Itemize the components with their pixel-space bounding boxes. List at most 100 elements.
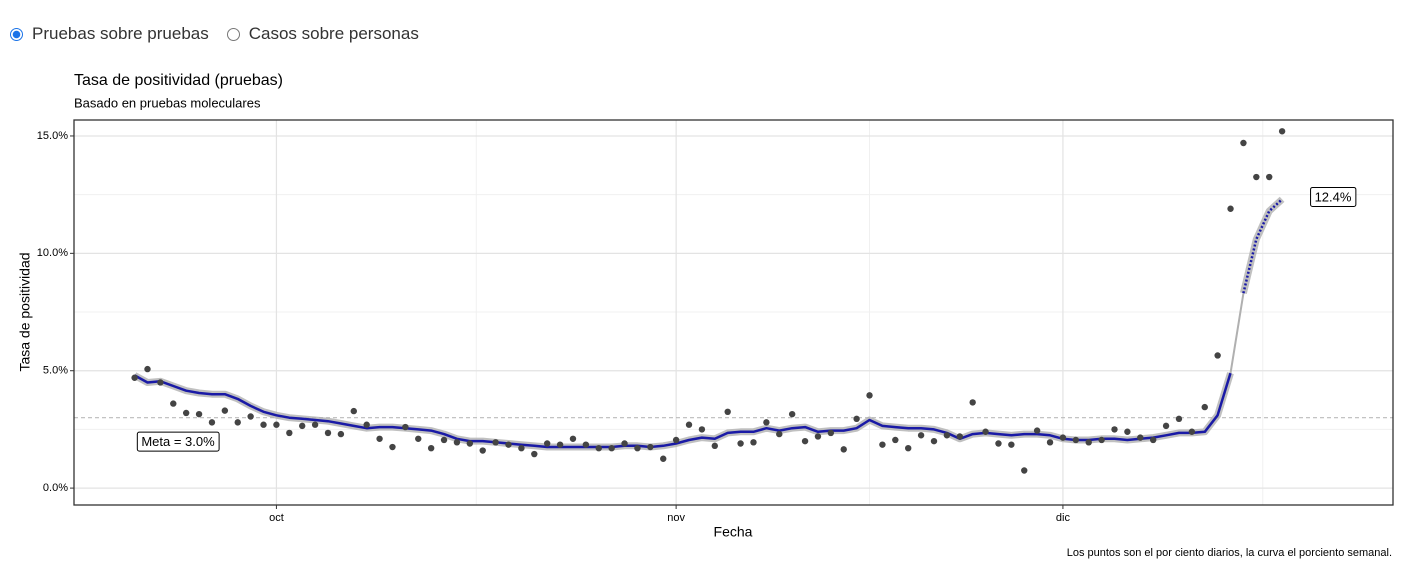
data-point — [1162, 422, 1170, 430]
data-point — [556, 441, 564, 448]
data-point — [221, 407, 229, 414]
data-point — [814, 433, 822, 440]
data-point — [170, 400, 177, 407]
data-point — [182, 409, 190, 417]
trend-line — [133, 372, 1232, 449]
data-point — [234, 419, 241, 426]
data-point — [1111, 426, 1118, 433]
data-point — [286, 429, 293, 437]
data-point — [905, 444, 912, 452]
trend-band — [132, 372, 1234, 451]
data-point — [1085, 439, 1092, 446]
goal-label-box — [136, 431, 220, 452]
data-point — [698, 426, 706, 433]
x-axis-label: Fecha — [714, 524, 753, 540]
data-point — [853, 415, 860, 423]
data-point — [930, 437, 938, 445]
data-point — [737, 440, 744, 447]
plot-border — [73, 119, 1394, 506]
data-point — [389, 443, 396, 451]
data-point — [1227, 205, 1234, 212]
data-point — [337, 430, 345, 438]
data-point — [1137, 434, 1144, 441]
data-point — [376, 435, 383, 442]
radio-option[interactable]: Pruebas sobre pruebas — [10, 24, 209, 44]
data-point — [866, 392, 873, 399]
data-point — [1214, 352, 1221, 359]
data-point — [750, 439, 757, 446]
data-point — [1149, 436, 1157, 444]
data-point — [840, 446, 847, 453]
y-tick-label: 0.0% — [43, 482, 68, 494]
data-point — [350, 407, 357, 415]
radio-button[interactable] — [226, 27, 240, 41]
data-point — [299, 422, 306, 430]
data-point — [1253, 173, 1260, 181]
radio-label[interactable]: Casos sobre personas — [248, 24, 419, 43]
data-point — [1046, 439, 1054, 446]
data-point — [195, 410, 203, 418]
data-point — [1175, 415, 1183, 423]
x-tick-label: dic — [1056, 512, 1071, 524]
data-point — [208, 419, 216, 426]
data-point — [1124, 428, 1131, 435]
data-point — [531, 450, 538, 458]
data-point — [427, 444, 435, 452]
data-point — [260, 421, 267, 428]
data-point — [595, 444, 602, 452]
data-point — [402, 423, 409, 431]
data-point — [1188, 428, 1196, 435]
data-point — [492, 439, 499, 446]
y-tick-label: 5.0% — [43, 365, 68, 377]
data-point — [827, 429, 835, 437]
x-tick-label: oct — [269, 512, 284, 524]
data-point — [763, 419, 770, 426]
data-point — [711, 442, 719, 450]
data-point — [879, 441, 886, 448]
data-point — [724, 408, 731, 416]
data-point — [131, 374, 138, 381]
data-point — [917, 432, 925, 439]
end-label-box — [1310, 186, 1357, 207]
data-point — [776, 430, 783, 438]
x-tick-label: nov — [667, 512, 685, 524]
data-point — [1278, 128, 1286, 135]
y-axis-label: Tasa de positividad — [17, 252, 33, 371]
data-point — [440, 436, 448, 444]
data-point — [1033, 427, 1041, 434]
radio-label[interactable]: Pruebas sobre pruebas — [32, 24, 209, 43]
data-point — [801, 437, 809, 445]
data-point — [788, 410, 796, 418]
data-point — [324, 429, 332, 437]
data-point — [982, 428, 989, 435]
data-point — [1266, 173, 1273, 181]
end-label: 12.4% — [1315, 189, 1352, 204]
data-point — [247, 413, 254, 420]
radio-button[interactable] — [10, 27, 23, 41]
data-point — [995, 440, 1002, 447]
data-point — [582, 441, 590, 448]
data-point — [479, 447, 486, 454]
y-tick-label: 10.0% — [37, 247, 68, 259]
data-point — [969, 399, 976, 406]
data-point — [363, 421, 370, 428]
data-point — [415, 435, 422, 442]
data-point — [608, 444, 615, 452]
data-point — [1201, 403, 1208, 411]
radio-option[interactable]: Casos sobre personas — [226, 24, 419, 44]
data-point — [1098, 436, 1105, 444]
data-point — [311, 421, 319, 428]
radio-group: Pruebas sobre pruebas Casos sobre persona… — [10, 24, 419, 44]
data-point — [1240, 139, 1247, 147]
trend-band — [1239, 196, 1285, 295]
data-point — [892, 436, 899, 444]
data-point — [569, 435, 577, 442]
data-point — [543, 440, 551, 447]
data-point — [1021, 467, 1028, 474]
goal-label: Meta = 3.0% — [141, 434, 215, 449]
data-point — [466, 440, 474, 447]
y-tick-label: 15.0% — [37, 130, 68, 142]
data-point — [621, 440, 628, 447]
